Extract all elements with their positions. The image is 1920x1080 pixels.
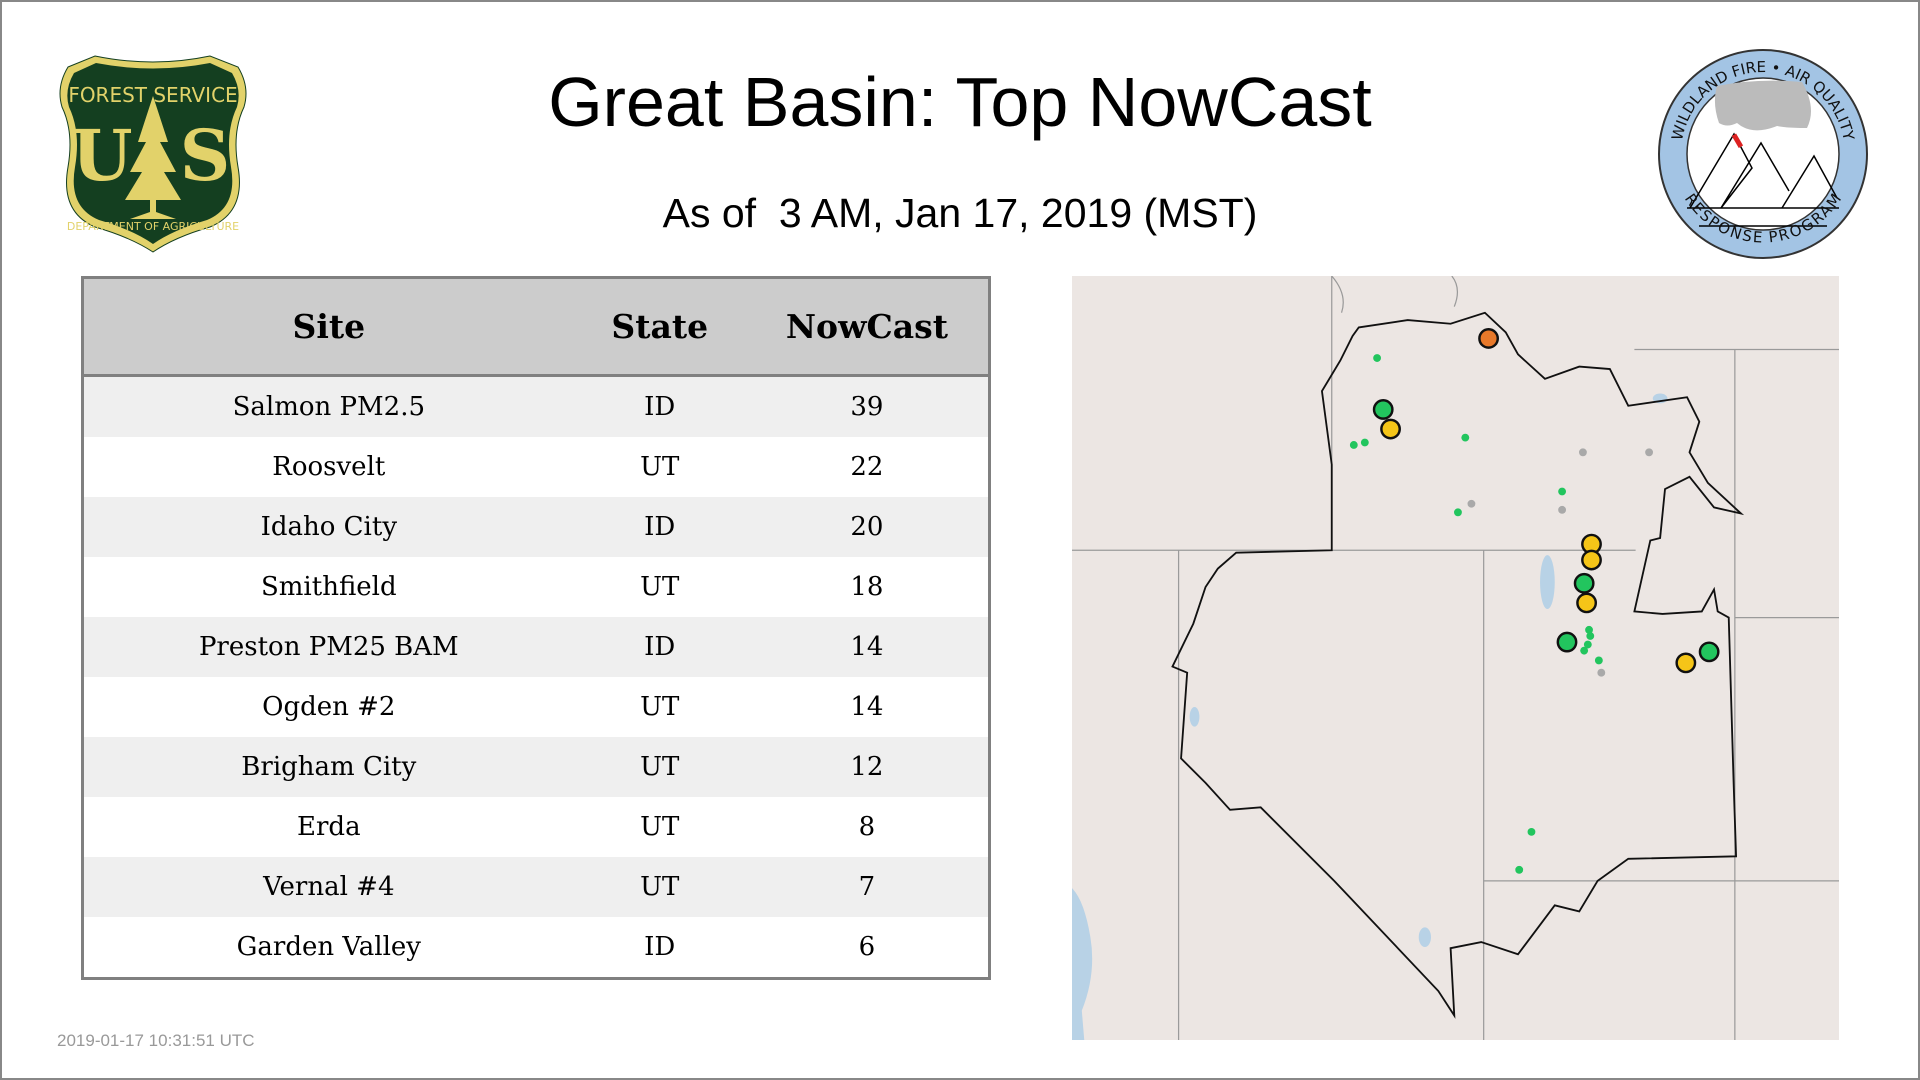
table-row: Erda UT 8 — [82, 797, 990, 857]
monitor-dot-good[interactable] — [1454, 508, 1462, 517]
cell-state: ID — [573, 617, 746, 677]
lakes — [1189, 393, 1668, 947]
cell-nowcast: 14 — [745, 617, 990, 677]
table-row: Idaho City ID 20 — [82, 497, 990, 557]
column-header-state: State — [573, 277, 746, 377]
cell-site: Erda — [82, 797, 574, 857]
cell-state: ID — [573, 917, 746, 979]
monitor-dot-no_data[interactable] — [1579, 448, 1587, 457]
cell-nowcast: 18 — [745, 557, 990, 617]
cell-nowcast: 7 — [745, 857, 990, 917]
table-row: Brigham City UT 12 — [82, 737, 990, 797]
monitor-dot-good[interactable] — [1585, 625, 1593, 634]
monitor-dot-good[interactable] — [1594, 656, 1603, 665]
great-basin-boundary — [1171, 311, 1745, 1019]
top-site-marker-moderate[interactable] — [1576, 592, 1598, 614]
monitor-dot-good[interactable] — [1586, 632, 1595, 640]
great-basin-map[interactable] — [1072, 276, 1839, 1040]
monitor-dot-good[interactable] — [1515, 865, 1524, 874]
cell-state: UT — [573, 557, 746, 617]
monitor-dot-good[interactable] — [1580, 646, 1589, 655]
cell-state: UT — [573, 437, 746, 497]
cell-site: Vernal #4 — [82, 857, 574, 917]
cell-site: Idaho City — [82, 497, 574, 557]
table-row: Ogden #2 UT 14 — [82, 677, 990, 737]
table-row: Preston PM25 BAM ID 14 — [82, 617, 990, 677]
cell-state: ID — [573, 375, 746, 437]
column-header-site: Site — [82, 277, 574, 377]
top-site-marker-moderate[interactable] — [1380, 418, 1401, 440]
page-subtitle: As of 3 AM, Jan 17, 2019 (MST) — [662, 190, 1258, 236]
ocean — [1072, 888, 1093, 1040]
cell-nowcast: 14 — [745, 677, 990, 737]
cell-site: Garden Valley — [82, 917, 574, 979]
monitor-dot-good[interactable] — [1461, 433, 1470, 442]
cell-nowcast: 6 — [745, 917, 990, 979]
monitor-dot-no_data[interactable] — [1645, 448, 1654, 457]
monitor-dot-good[interactable] — [1349, 441, 1358, 449]
monitor-dot-no_data[interactable] — [1558, 505, 1567, 514]
cell-nowcast: 8 — [745, 797, 990, 857]
top-site-marker-usg[interactable] — [1478, 328, 1499, 349]
cell-site: Ogden #2 — [82, 677, 574, 737]
table-row: Vernal #4 UT 7 — [82, 857, 990, 917]
nowcast-table: Site State NowCast Salmon PM2.5 ID 39 Roosv… — [81, 276, 991, 980]
cell-site: Roosvelt — [82, 437, 574, 497]
state-boundaries — [1072, 276, 1839, 1040]
cell-state: UT — [573, 677, 746, 737]
top-site-marker-good[interactable] — [1698, 641, 1720, 663]
cell-site: Preston PM25 BAM — [82, 617, 574, 677]
cell-nowcast: 20 — [745, 497, 990, 557]
top-site-marker-moderate[interactable] — [1581, 549, 1602, 571]
monitor-dot-good[interactable] — [1527, 827, 1536, 836]
svg-text:U: U — [71, 114, 132, 197]
cell-nowcast: 39 — [745, 375, 990, 437]
monitor-dot-no_data[interactable] — [1467, 499, 1476, 508]
timestamp: 2019-01-17 10:31:51 UTC — [57, 1031, 255, 1050]
cell-state: UT — [573, 737, 746, 797]
top-site-marker-good[interactable] — [1573, 572, 1595, 594]
cell-site: Salmon PM2.5 — [82, 375, 574, 437]
monitor-markers — [1349, 328, 1720, 874]
table-row: Garden Valley ID 6 — [82, 917, 990, 979]
top-site-marker-good[interactable] — [1556, 631, 1578, 653]
cell-site: Smithfield — [82, 557, 574, 617]
table-row: Smithfield UT 18 — [82, 557, 990, 617]
cell-nowcast: 22 — [745, 437, 990, 497]
cell-nowcast: 12 — [745, 737, 990, 797]
cell-state: UT — [573, 857, 746, 917]
cell-site: Brigham City — [82, 737, 574, 797]
top-site-marker-moderate[interactable] — [1675, 652, 1697, 674]
column-header-nowcast: NowCast — [745, 277, 990, 377]
monitor-dot-no_data[interactable] — [1597, 668, 1606, 677]
cell-state: ID — [573, 497, 746, 557]
svg-text:DEPARTMENT OF AGRICULTURE: DEPARTMENT OF AGRICULTURE — [67, 220, 239, 233]
page-title: Great Basin: Top NowCast — [548, 63, 1372, 141]
top-site-marker-good[interactable] — [1372, 399, 1394, 420]
monitor-dot-good[interactable] — [1373, 354, 1382, 362]
cell-state: UT — [573, 797, 746, 857]
svg-text:S: S — [180, 114, 231, 197]
monitor-dot-good[interactable] — [1558, 487, 1567, 496]
table-row: Roosvelt UT 22 — [82, 437, 990, 497]
wildland-fire-air-quality-logo: WILDLAND FIRE • AIR QUALITY RESPONSE PRO… — [1658, 49, 1868, 259]
table-row: Salmon PM2.5 ID 39 — [82, 375, 990, 437]
monitor-dot-good[interactable] — [1360, 438, 1369, 447]
table-header-row: Site State NowCast — [82, 277, 990, 377]
monitor-dot-good[interactable] — [1583, 640, 1592, 649]
forest-service-logo: FOREST SERVICE U S DEPARTMENT OF AGRICUL… — [59, 55, 247, 253]
map-background — [1072, 276, 1839, 1040]
